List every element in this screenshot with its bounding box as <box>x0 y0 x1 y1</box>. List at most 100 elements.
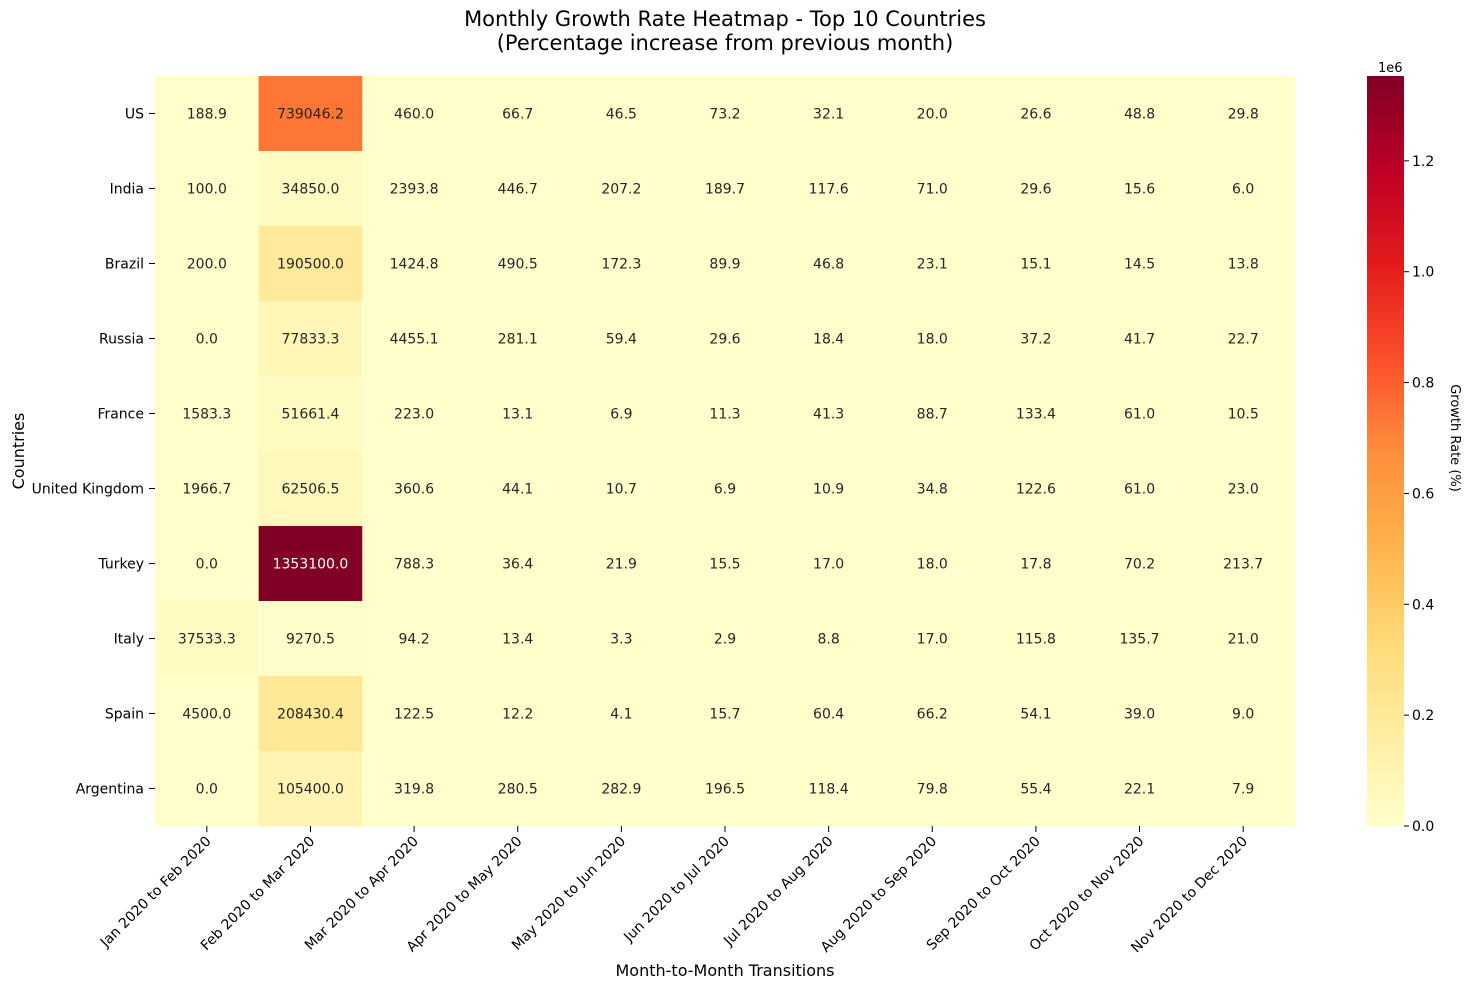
chart-subtitle: (Percentage increase from previous month… <box>497 31 954 55</box>
y-tick-label: Spain <box>105 707 144 723</box>
y-tick-label: Turkey <box>97 557 144 573</box>
heatmap-cell <box>362 376 467 452</box>
cell-value-label: 29.6 <box>709 332 740 348</box>
heatmap-cell <box>1191 76 1296 152</box>
cell-value-label: 115.8 <box>1016 632 1056 648</box>
cell-value-label: 60.4 <box>813 707 844 723</box>
heatmap-cell <box>1087 301 1192 377</box>
heatmap-cell <box>776 451 881 527</box>
heatmap-cell-labels: 188.9 739046.2 460.0 66.7 46.5 73.2 32.1 20.0 26… <box>178 107 1263 798</box>
cell-value-label: 13.4 <box>502 632 533 648</box>
heatmap-cell <box>776 76 881 152</box>
heatmap-cell <box>673 751 778 827</box>
cell-value-label: 196.5 <box>705 782 745 798</box>
heatmap-cell <box>258 226 363 302</box>
heatmap-cell <box>1191 376 1296 452</box>
cell-value-label: 122.5 <box>394 707 434 723</box>
heatmap-cell <box>1191 676 1296 752</box>
heatmap-cell <box>673 451 778 527</box>
cell-value-label: 51661.4 <box>282 407 340 423</box>
cell-value-label: 34850.0 <box>282 182 340 198</box>
heatmap-cell <box>258 151 363 227</box>
heatmap-cell <box>1191 601 1296 677</box>
cell-value-label: 17.0 <box>917 632 948 648</box>
cell-value-label: 490.5 <box>498 257 538 273</box>
cell-value-label: 200.0 <box>187 257 227 273</box>
cell-value-label: 13.1 <box>502 407 533 423</box>
cell-value-label: 739046.2 <box>277 107 344 123</box>
cell-value-label: 117.6 <box>809 182 849 198</box>
y-axis: US India Brazil Russia France United Kingdom T… <box>32 107 155 798</box>
heatmap-cell <box>673 301 778 377</box>
heatmap-cell <box>569 526 674 602</box>
cell-value-label: 100.0 <box>187 182 227 198</box>
heatmap-cell <box>258 676 363 752</box>
heatmap-cell <box>155 301 260 377</box>
cell-value-label: 61.0 <box>1124 482 1155 498</box>
y-tick-label: India <box>110 182 144 198</box>
cell-value-label: 62506.5 <box>282 482 340 498</box>
y-tick-label: Argentina <box>76 782 144 798</box>
cell-value-label: 7.9 <box>1232 782 1254 798</box>
heatmap-cell <box>673 601 778 677</box>
heatmap-cell <box>155 76 260 152</box>
cell-value-label: 208430.4 <box>277 707 344 723</box>
cell-value-label: 0.0 <box>196 782 218 798</box>
heatmap-cell <box>465 751 571 827</box>
heatmap-cell <box>984 376 1089 452</box>
x-tick-label: Mar 2020 to Apr 2020 <box>302 834 422 954</box>
cell-value-label: 36.4 <box>502 557 533 573</box>
heatmap-cell <box>776 376 881 452</box>
cell-value-label: 22.7 <box>1228 332 1259 348</box>
heatmap-cell <box>1087 601 1192 677</box>
heatmap-cell <box>776 751 881 827</box>
colorbar-tick-label: 0.2 <box>1412 708 1434 724</box>
cell-value-label: 135.7 <box>1119 632 1159 648</box>
heatmap-cell <box>362 526 467 602</box>
heatmap-cell <box>880 451 985 527</box>
heatmap-cell <box>1087 451 1192 527</box>
x-tick-label: Oct 2020 to Nov 2020 <box>1027 834 1148 955</box>
heatmap-cell <box>1087 526 1192 602</box>
heatmap-cell <box>776 301 881 377</box>
x-tick-label: Jul 2020 to Aug 2020 <box>720 834 836 950</box>
heatmap-cell <box>1191 151 1296 227</box>
cell-value-label: 29.8 <box>1228 107 1259 123</box>
heatmap-cell <box>258 376 363 452</box>
cell-value-label: 360.6 <box>394 482 434 498</box>
heatmap-cell <box>362 151 467 227</box>
heatmap-cell <box>155 376 260 452</box>
heatmap-cell <box>155 751 260 827</box>
heatmap-cell <box>673 76 778 152</box>
cell-value-label: 190500.0 <box>277 257 344 273</box>
cell-value-label: 207.2 <box>601 182 641 198</box>
x-tick-label: Apr 2020 to May 2020 <box>404 834 526 956</box>
x-tick-label: Jan 2020 to Feb 2020 <box>97 834 215 952</box>
heatmap-cell <box>569 151 674 227</box>
cell-value-label: 59.4 <box>606 332 637 348</box>
cell-value-label: 46.8 <box>813 257 844 273</box>
cell-value-label: 23.0 <box>1228 482 1259 498</box>
cell-value-label: 1583.3 <box>182 407 231 423</box>
heatmap-cell <box>880 676 985 752</box>
cell-value-label: 9.0 <box>1232 707 1254 723</box>
x-tick-label: Feb 2020 to Mar 2020 <box>198 834 318 954</box>
heatmap-cell <box>880 226 985 302</box>
heatmap-cell <box>258 601 363 677</box>
cell-value-label: 55.4 <box>1020 782 1051 798</box>
cell-value-label: 4500.0 <box>182 707 231 723</box>
heatmap-cell <box>258 451 363 527</box>
heatmap-cell <box>984 151 1089 227</box>
cell-value-label: 20.0 <box>917 107 948 123</box>
x-tick-label: May 2020 to Jun 2020 <box>509 834 629 954</box>
cell-value-label: 88.7 <box>917 407 948 423</box>
heatmap-cell <box>984 676 1089 752</box>
heatmap-cell <box>1087 751 1192 827</box>
heatmap-cell <box>155 601 260 677</box>
cell-value-label: 89.9 <box>709 257 740 273</box>
heatmap-cell <box>465 601 571 677</box>
x-axis-label: Month-to-Month Transitions <box>616 961 835 980</box>
x-tick-label: Nov 2020 to Dec 2020 <box>1128 834 1251 957</box>
heatmap-cell <box>155 226 260 302</box>
heatmap-cell <box>465 76 571 152</box>
